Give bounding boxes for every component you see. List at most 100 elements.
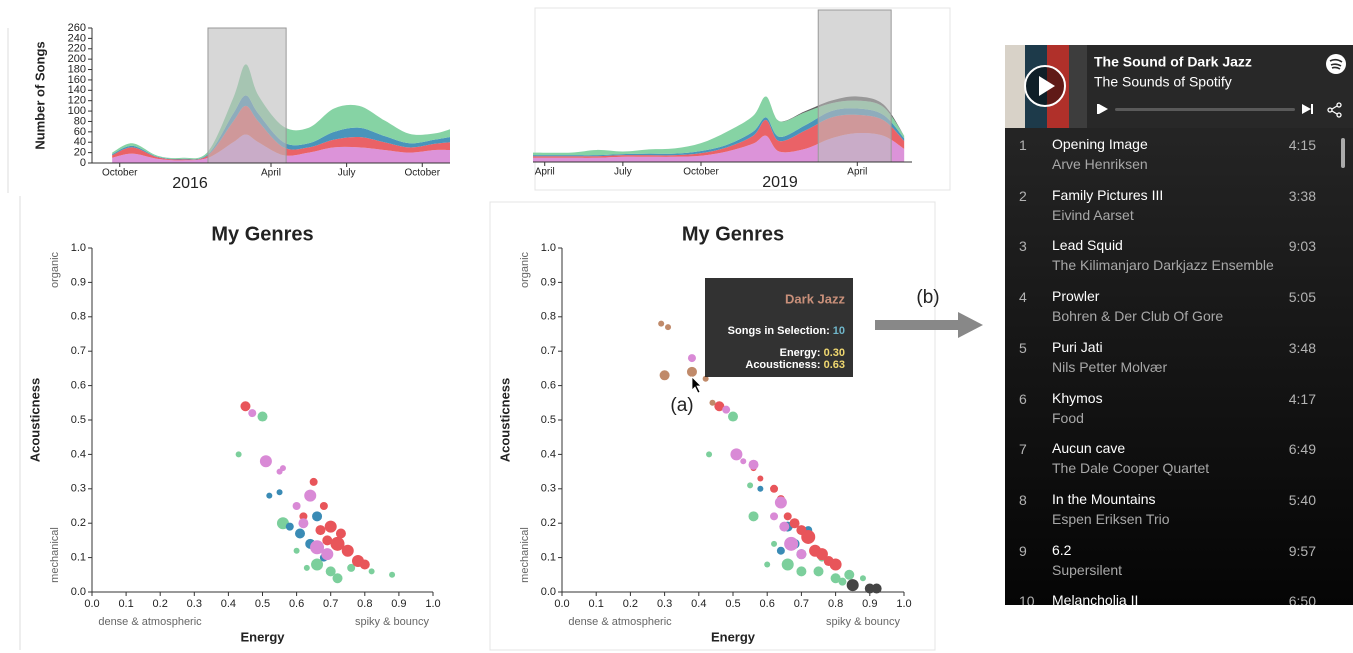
point <box>312 511 323 522</box>
y-tick-label: 0.8 <box>71 311 86 323</box>
y-tick-label: 0.8 <box>541 311 556 323</box>
y-tick-label: 240 <box>68 32 86 44</box>
track-row[interactable]: 4 Prowler Bohren & Der Club Of Gore 5:05 <box>1005 287 1353 337</box>
x-tick-label: October <box>404 168 440 179</box>
y-tick-label: 0.1 <box>71 552 86 564</box>
tooltip-box <box>705 278 853 377</box>
x-tick-label: 0.5 <box>725 598 740 610</box>
track-row[interactable]: 9 6.2 Supersilent 9:57 <box>1005 541 1353 591</box>
share-button[interactable] <box>1327 102 1342 118</box>
x-tick-label: 0.7 <box>323 598 338 610</box>
chart-title: My Genres <box>682 223 784 245</box>
x-tick-label: 0.1 <box>589 598 604 610</box>
area <box>112 105 451 161</box>
point <box>830 573 841 584</box>
prev-button[interactable] <box>1099 104 1108 114</box>
point <box>319 502 328 510</box>
point <box>714 401 725 412</box>
y-tick-label: 0.6 <box>71 380 86 392</box>
y-tick-label: 0.5 <box>541 414 556 426</box>
y-axis-label: Acousticness <box>497 378 512 463</box>
track-artist: Eivind Aarset <box>1052 206 1134 223</box>
point <box>665 324 672 331</box>
point <box>341 544 354 557</box>
y-tick-label: 220 <box>68 43 86 55</box>
tooltip-label: Acousticness: <box>745 359 820 371</box>
track-number: 3 <box>1019 238 1027 255</box>
progress-bar[interactable] <box>1115 108 1295 111</box>
point <box>796 566 807 577</box>
point <box>784 536 799 551</box>
x-tick-label: 0.6 <box>289 598 304 610</box>
track-duration: 4:17 <box>1288 390 1316 407</box>
point <box>321 548 334 561</box>
track-row[interactable]: 5 Puri Jati Nils Petter Molvær 3:48 <box>1005 338 1353 388</box>
next-button[interactable] <box>1302 104 1311 114</box>
track-row[interactable]: 6 Khymos Food 4:17 <box>1005 389 1353 439</box>
play-icon <box>1039 76 1055 96</box>
album-art <box>1069 45 1087 128</box>
track-duration: 6:49 <box>1288 441 1316 458</box>
track-number: 9 <box>1019 542 1027 559</box>
tooltip-label: Songs in Selection: <box>728 325 830 337</box>
point <box>747 482 754 489</box>
track-row[interactable]: 10 Melancholia II 6:50 <box>1005 591 1353 605</box>
y-tick-label: 0.7 <box>71 345 86 357</box>
point <box>324 520 337 533</box>
tooltip-value: 0.30 <box>824 347 845 359</box>
point <box>740 458 747 465</box>
x-axis-label: Energy <box>240 629 285 644</box>
track-row[interactable]: 7 Aucun cave The Dale Cooper Quartet 6:49 <box>1005 439 1353 489</box>
point <box>295 528 306 539</box>
point <box>770 484 779 493</box>
track-title: Puri Jati <box>1052 338 1103 355</box>
point <box>779 521 790 532</box>
y-tick-label: 100 <box>68 105 86 117</box>
point <box>347 563 356 572</box>
y-tick-label: 0.7 <box>541 345 556 357</box>
point <box>783 512 792 521</box>
track-duration: 6:50 <box>1288 593 1316 605</box>
y-tick-label: 80 <box>74 115 86 127</box>
point <box>687 354 696 363</box>
point <box>859 575 866 582</box>
point <box>796 525 807 536</box>
y-note: organic <box>519 251 531 288</box>
point <box>311 558 324 571</box>
arrow <box>875 320 960 330</box>
y-tick-label: 140 <box>68 84 86 96</box>
x-tick-label: 0.9 <box>862 598 877 610</box>
point <box>285 522 294 531</box>
track-row[interactable]: 3 Lead Squid The Kilimanjaro Darkjazz Ense… <box>1005 236 1353 286</box>
tooltip-value: 0.63 <box>824 359 845 371</box>
track-row[interactable]: 2 Family Pictures III Eivind Aarset 3:38 <box>1005 186 1353 236</box>
y-tick-label: 0.2 <box>541 517 556 529</box>
point <box>764 561 771 568</box>
track-artist: Supersilent <box>1052 561 1123 578</box>
x-tick-label: 0.0 <box>554 598 569 610</box>
track-row[interactable]: 8 In the Mountains Espen Eriksen Trio 5:40 <box>1005 490 1353 540</box>
charts: (b) (a) October April July October 2016 02040… <box>7 7 983 651</box>
y-tick-label: 1.0 <box>541 242 556 254</box>
album-art <box>1047 45 1069 128</box>
point <box>813 566 824 577</box>
point <box>276 489 283 496</box>
point <box>303 564 310 571</box>
track-duration: 9:57 <box>1288 542 1316 559</box>
point <box>293 547 300 554</box>
spotify-logo-waves <box>1329 58 1343 70</box>
y-note: organic <box>49 251 61 288</box>
y-tick-label: 0.0 <box>541 586 556 598</box>
track-row[interactable]: 1 Opening Image Arve Henriksen 4:15 <box>1005 135 1353 185</box>
point <box>304 489 317 502</box>
frame <box>489 201 936 651</box>
y-tick-label: 0.4 <box>71 448 86 460</box>
point <box>658 320 665 327</box>
y-tick-label: 0.3 <box>541 483 556 495</box>
point <box>846 579 859 592</box>
point <box>838 577 847 586</box>
player-art: The Sound of Dark Jazz The Sounds of Spo… <box>1005 45 1346 128</box>
x-tick-label: 0.2 <box>623 598 638 610</box>
scrollbar[interactable] <box>1341 138 1345 168</box>
